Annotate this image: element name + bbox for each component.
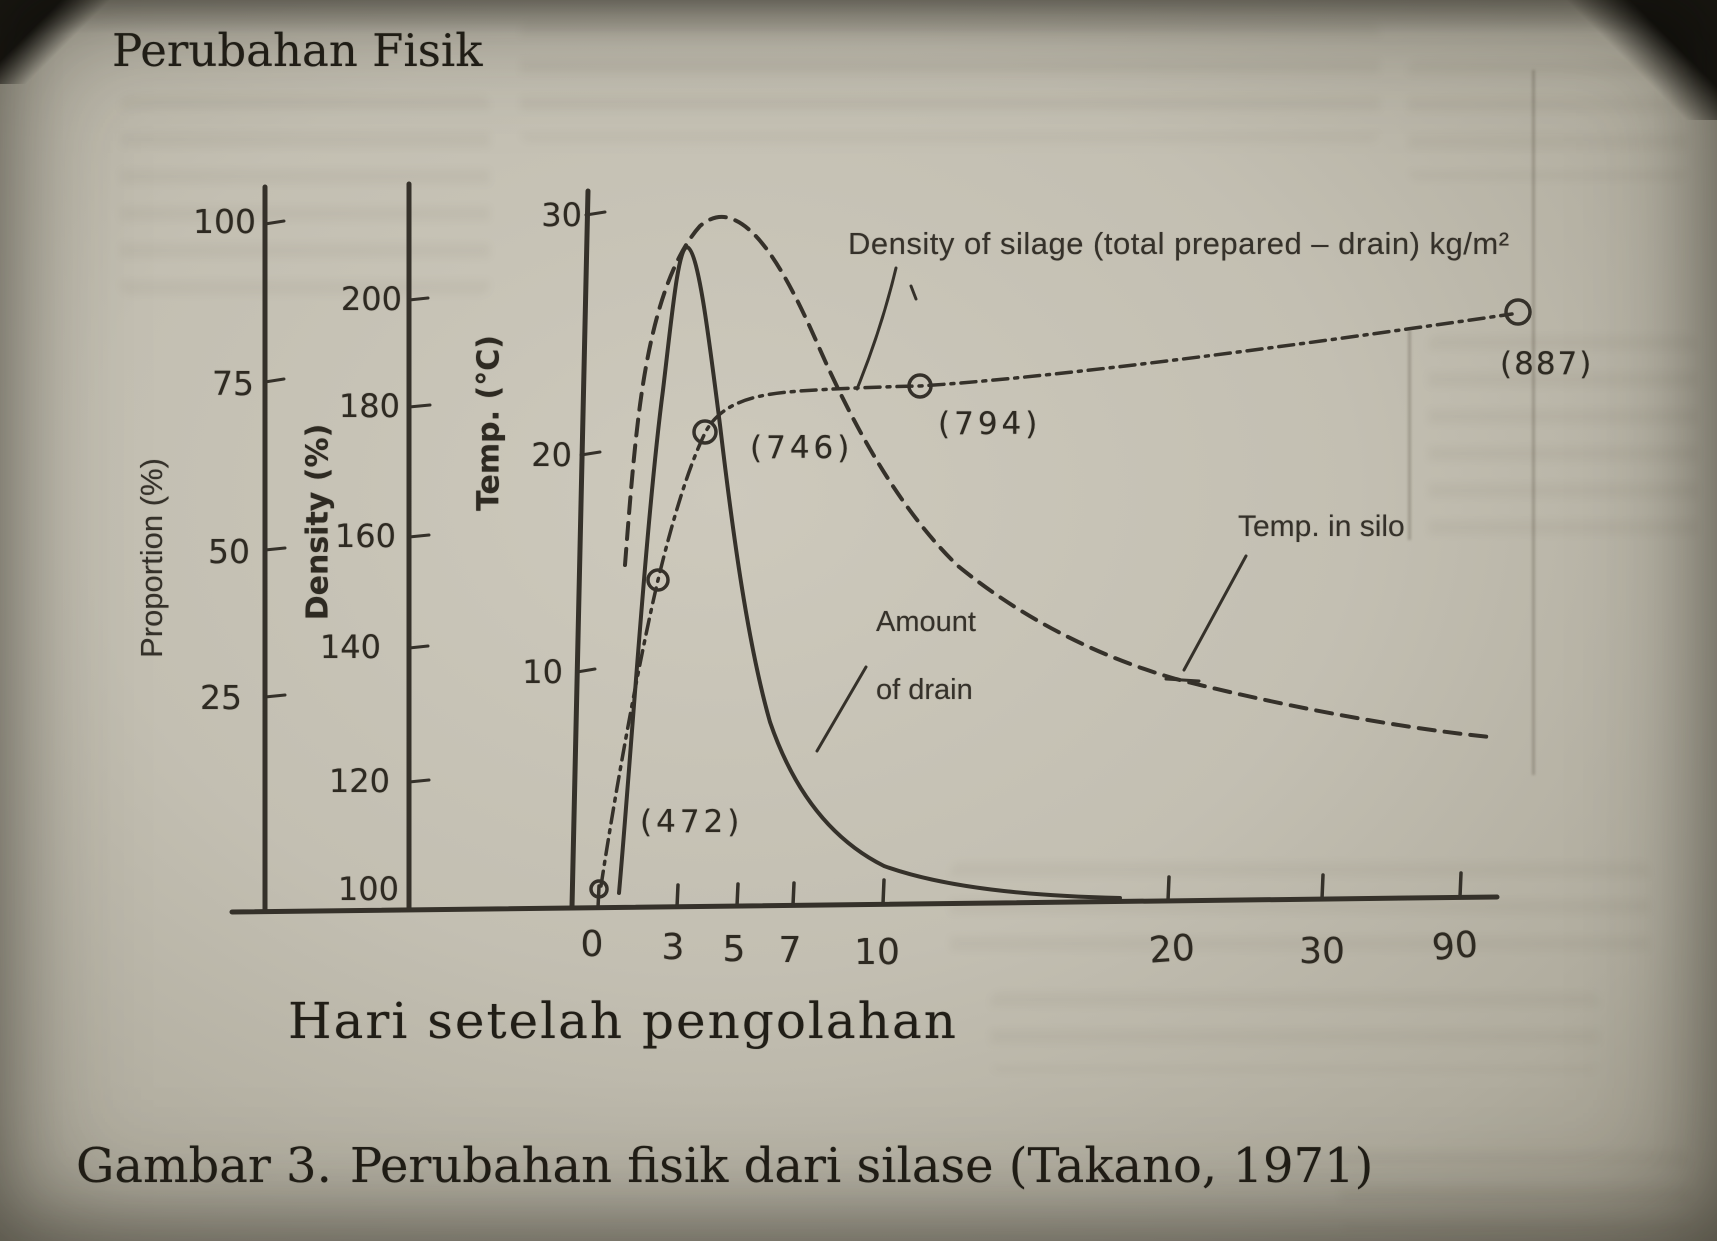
density-series-label: Density of silage (total prepared – drai… xyxy=(848,226,1510,261)
ink-speck xyxy=(909,284,918,301)
x-tick-label: 7 xyxy=(778,930,802,971)
density-tick-label: 140 xyxy=(319,628,381,666)
drain-label-leader xyxy=(815,665,868,753)
density-value-label-794: (794) xyxy=(938,406,1042,442)
x-axis-line xyxy=(229,894,1500,915)
page-title: Perubahan Fisik xyxy=(112,24,483,77)
x-tick-label: 0 xyxy=(580,924,604,965)
temp-tick-label: 10 xyxy=(522,653,563,691)
drain-curve xyxy=(617,244,1122,900)
density-label-leader xyxy=(855,266,898,391)
x-tick-label: 5 xyxy=(722,929,746,970)
bleedthrough-smudge xyxy=(520,22,1380,142)
temp-tick-label: 20 xyxy=(531,436,572,474)
bleedthrough-smudge xyxy=(950,862,1650,957)
x-axis-ticks xyxy=(596,871,1463,910)
density-tick-label: 120 xyxy=(328,762,390,800)
density-tick-label: 180 xyxy=(338,387,400,425)
bleedthrough-smudge xyxy=(120,95,490,295)
temp-axis-line xyxy=(569,188,591,910)
x-tick-label: 10 xyxy=(854,932,900,973)
bleedthrough-smudge xyxy=(1340,1150,1690,1230)
temp-axis-title: Temp. (°C) xyxy=(471,335,507,511)
density-tick-label: 100 xyxy=(337,870,399,908)
temp-label-leader xyxy=(1164,554,1248,683)
proportion-tick-label: 75 xyxy=(212,364,254,403)
proportion-tick-label: 50 xyxy=(208,532,250,571)
bleedthrough-rule xyxy=(1532,70,1535,775)
x-tick-label: 30 xyxy=(1299,931,1345,972)
drain-series-label-line2: of drain xyxy=(876,674,973,706)
proportion-tick-label: 100 xyxy=(193,202,256,241)
drain-series-label-line1: Amount xyxy=(876,606,976,638)
x-tick-label: 3 xyxy=(661,927,685,968)
bleedthrough-smudge xyxy=(1408,60,1688,180)
proportion-axis-title: Proportion (%) xyxy=(134,458,169,658)
density-value-label-746: (746) xyxy=(750,430,854,466)
density-tick-label: 200 xyxy=(340,280,402,318)
temp-tick-label: 30 xyxy=(541,196,582,234)
x-tick-label: 20 xyxy=(1147,927,1197,972)
density-value-label-887: (887) xyxy=(1500,346,1594,382)
density-value-label-472: (472) xyxy=(640,804,744,840)
density-axis-ticks xyxy=(407,296,432,784)
figure-caption-number: Gambar 3. xyxy=(76,1138,332,1194)
bleedthrough-rule xyxy=(1408,330,1411,540)
figure-caption: Gambar 3. Perubahan fisik dari silase (Ta… xyxy=(76,1138,1373,1194)
bleedthrough-smudge xyxy=(1428,335,1698,545)
x-axis-title: Hari setelah pengolahan xyxy=(288,992,958,1050)
figure-caption-text: Perubahan fisik dari silase (Takano, 197… xyxy=(349,1138,1374,1194)
temp-series-label: Temp. in silo xyxy=(1238,510,1405,543)
proportion-tick-label: 25 xyxy=(200,678,242,717)
proportion-axis-ticks xyxy=(263,219,287,699)
density-curve xyxy=(599,312,1514,888)
temp-axis-ticks xyxy=(575,210,607,674)
x-tick-label: 90 xyxy=(1430,924,1480,969)
density-tick-label: 160 xyxy=(334,517,396,555)
density-axis-title: Density (%) xyxy=(300,423,336,621)
bleedthrough-smudge xyxy=(990,992,1600,1072)
density-markers xyxy=(589,298,1532,899)
